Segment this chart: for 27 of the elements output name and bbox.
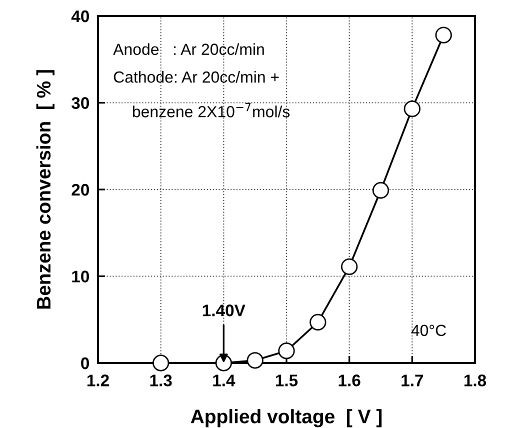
y-tick-label: 30: [72, 97, 89, 109]
y-tick-label: 20: [72, 184, 89, 196]
annotation: benzene 2X10$^{−7}$mol/s: [132, 102, 290, 118]
annotation: Anode : Ar 20cc/min: [113, 43, 264, 55]
y-tick-label: 40: [71, 10, 89, 22]
x-tick-label: 1.2: [87, 374, 109, 386]
point: [310, 314, 326, 331]
point: [278, 342, 295, 360]
annotation: 1.40V: [202, 304, 246, 316]
x-tick-label: 1.7: [402, 374, 424, 386]
x-tick-label: 1.4: [213, 374, 236, 386]
point: [341, 258, 358, 276]
point: [246, 352, 264, 369]
point: [404, 100, 420, 118]
x-tick-label: 1.6: [338, 374, 360, 386]
point: [435, 26, 452, 44]
x-axis-title: Applied voltage [ V ]: [190, 409, 382, 428]
point: [372, 182, 390, 199]
y-tick-label: 0: [81, 357, 89, 370]
x-tick-label: 1.3: [150, 374, 172, 386]
y-tick-label: 10: [72, 270, 89, 282]
annotation: Cathode: Ar 20cc/min +: [114, 71, 279, 83]
point: [152, 354, 170, 372]
x-tick-label: 1.8: [464, 374, 486, 386]
annotation: 40°C: [411, 324, 446, 336]
y-axis-title: Benzene conversion [ % ]: [36, 70, 54, 309]
x-tick-label: 1.5: [276, 374, 298, 386]
